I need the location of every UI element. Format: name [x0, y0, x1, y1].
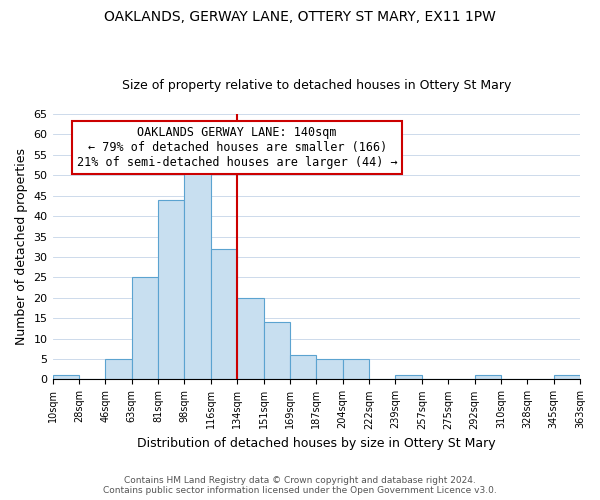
Bar [131, 278, 158, 380]
Bar [316, 359, 343, 380]
Bar [237, 298, 263, 380]
Bar [184, 171, 211, 380]
Y-axis label: Number of detached properties: Number of detached properties [15, 148, 28, 345]
Bar [105, 359, 131, 380]
Bar [211, 249, 237, 380]
Title: Size of property relative to detached houses in Ottery St Mary: Size of property relative to detached ho… [122, 79, 511, 92]
Text: OAKLANDS GERWAY LANE: 140sqm
← 79% of detached houses are smaller (166)
21% of s: OAKLANDS GERWAY LANE: 140sqm ← 79% of de… [77, 126, 397, 169]
X-axis label: Distribution of detached houses by size in Ottery St Mary: Distribution of detached houses by size … [137, 437, 496, 450]
Bar [343, 359, 369, 380]
Bar [475, 376, 501, 380]
Text: Contains HM Land Registry data © Crown copyright and database right 2024.
Contai: Contains HM Land Registry data © Crown c… [103, 476, 497, 495]
Bar [395, 376, 422, 380]
Bar [53, 376, 79, 380]
Bar [290, 355, 316, 380]
Bar [263, 322, 290, 380]
Bar [554, 376, 580, 380]
Bar [158, 200, 184, 380]
Text: OAKLANDS, GERWAY LANE, OTTERY ST MARY, EX11 1PW: OAKLANDS, GERWAY LANE, OTTERY ST MARY, E… [104, 10, 496, 24]
